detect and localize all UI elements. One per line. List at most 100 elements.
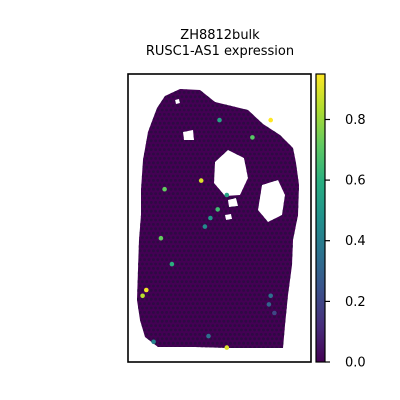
- background-spot: [145, 104, 149, 107]
- background-spot: [180, 333, 184, 336]
- background-spot: [268, 341, 272, 345]
- background-spot: [292, 179, 296, 182]
- background-spot: [268, 121, 272, 125]
- background-spot: [154, 209, 158, 213]
- background-spot: [275, 143, 278, 147]
- background-spot: [255, 201, 259, 204]
- background-spot: [218, 126, 221, 129]
- background-spot: [202, 341, 206, 345]
- colorbar-tick-label: 0.4: [345, 234, 366, 249]
- background-spot: [215, 324, 219, 327]
- background-spot: [176, 183, 180, 187]
- background-spot: [147, 328, 151, 332]
- background-spot: [270, 205, 274, 209]
- background-spot: [224, 121, 228, 125]
- background-spot: [286, 139, 289, 143]
- background-spot: [211, 271, 215, 275]
- background-spot: [233, 192, 237, 196]
- background-spot: [264, 201, 267, 204]
- background-spot: [257, 231, 261, 235]
- background-spot: [218, 187, 221, 191]
- background-spot: [182, 258, 186, 261]
- background-spot: [288, 302, 292, 305]
- background-spot: [270, 152, 274, 156]
- background-spot: [279, 258, 283, 261]
- background-spot: [165, 293, 169, 297]
- background-spot: [147, 99, 151, 103]
- background-spot: [202, 280, 206, 283]
- background-spot: [193, 341, 197, 345]
- background-spot: [143, 214, 147, 218]
- background-spot: [174, 249, 177, 253]
- background-spot: [147, 205, 151, 209]
- background-spot: [259, 341, 263, 345]
- background-spot: [233, 227, 237, 231]
- background-spot: [248, 170, 252, 174]
- background-spot: [138, 240, 142, 244]
- background-spot: [176, 113, 180, 116]
- background-spot: [176, 341, 180, 345]
- background-spot: [266, 152, 270, 156]
- background-spot: [273, 341, 276, 345]
- background-spot: [253, 249, 256, 253]
- background-spot: [138, 179, 142, 182]
- background-spot: [262, 258, 265, 261]
- background-spot: [220, 183, 224, 187]
- background-spot: [213, 143, 217, 147]
- background-spot: [218, 337, 221, 341]
- background-spot: [297, 143, 300, 147]
- background-spot: [202, 183, 206, 187]
- background-spot: [248, 328, 252, 332]
- background-spot: [242, 95, 246, 99]
- background-spot: [215, 280, 219, 283]
- background-spot: [264, 130, 267, 134]
- background-spot: [147, 179, 151, 182]
- background-spot: [270, 319, 274, 323]
- background-spot: [143, 196, 147, 200]
- background-spot: [185, 183, 188, 187]
- background-spot: [185, 289, 188, 292]
- background-spot: [224, 271, 228, 275]
- background-spot: [182, 161, 186, 165]
- background-spot: [176, 289, 180, 292]
- background-spot: [233, 121, 237, 125]
- background-spot: [255, 148, 259, 152]
- background-spot: [156, 284, 160, 288]
- background-spot: [257, 205, 261, 209]
- background-spot: [264, 262, 267, 266]
- background-spot: [215, 86, 219, 90]
- background-spot: [270, 267, 274, 270]
- background-spot: [292, 319, 296, 323]
- background-spot: [138, 214, 142, 218]
- background-spot: [136, 218, 140, 222]
- background-spot: [275, 328, 278, 332]
- background-spot: [215, 174, 219, 178]
- background-spot: [277, 262, 281, 266]
- background-spot: [169, 152, 173, 156]
- background-spot: [189, 157, 193, 160]
- background-spot: [180, 86, 184, 90]
- background-spot: [233, 148, 237, 152]
- background-spot: [226, 187, 230, 191]
- background-spot: [220, 262, 224, 266]
- background-spot: [266, 258, 270, 261]
- background-spot: [185, 236, 188, 240]
- background-spot: [167, 130, 171, 134]
- background-spot: [220, 306, 224, 310]
- background-spot: [141, 280, 144, 283]
- background-spot: [207, 280, 210, 283]
- background-spot: [198, 157, 202, 160]
- background-spot: [248, 284, 252, 288]
- background-spot: [189, 324, 193, 327]
- background-spot: [240, 187, 243, 191]
- background-spot: [207, 271, 210, 275]
- background-spot: [141, 315, 144, 319]
- background-spot: [174, 205, 177, 209]
- background-spot: [169, 99, 173, 103]
- background-spot: [145, 165, 149, 169]
- background-spot: [224, 262, 228, 266]
- background-spot: [277, 218, 281, 222]
- background-spot: [160, 284, 164, 288]
- background-spot: [244, 91, 248, 94]
- background-spot: [240, 293, 243, 297]
